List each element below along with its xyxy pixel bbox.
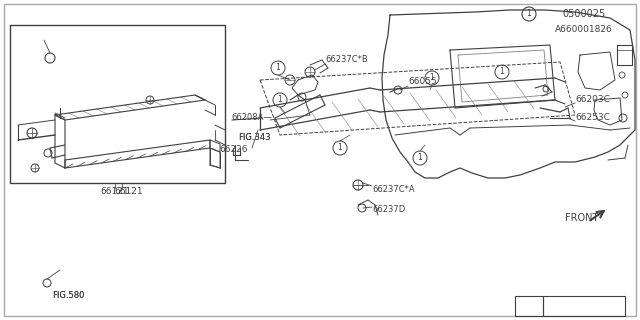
Text: 66055: 66055: [408, 77, 436, 86]
Text: 1: 1: [276, 63, 280, 73]
Text: 66208A—: 66208A—: [231, 114, 272, 123]
Text: 66237D: 66237D: [372, 205, 405, 214]
Text: 1: 1: [418, 154, 422, 163]
Text: 66237C*A: 66237C*A: [372, 186, 415, 195]
Text: 66121: 66121: [114, 188, 143, 196]
Text: 1: 1: [527, 10, 531, 19]
Text: A660001826: A660001826: [555, 26, 613, 35]
Text: 66203C: 66203C: [575, 95, 610, 105]
Text: 66121: 66121: [100, 188, 129, 196]
Text: 1: 1: [278, 95, 282, 105]
Text: 66226: 66226: [220, 146, 248, 155]
Text: 1: 1: [500, 68, 504, 76]
Text: 1: 1: [338, 143, 342, 153]
Text: FIG.343: FIG.343: [238, 133, 271, 142]
Text: 0500025: 0500025: [563, 9, 605, 19]
Text: 1: 1: [429, 74, 435, 83]
Text: FIG.580: FIG.580: [52, 291, 84, 300]
Text: FIG.343: FIG.343: [238, 133, 271, 142]
Text: 66237C*B: 66237C*B: [325, 55, 368, 65]
Text: FRONT: FRONT: [565, 213, 598, 223]
Bar: [543, 296, 625, 316]
Bar: [515, 296, 543, 316]
Text: 66253C: 66253C: [575, 114, 610, 123]
Text: FIG.580: FIG.580: [52, 291, 84, 300]
